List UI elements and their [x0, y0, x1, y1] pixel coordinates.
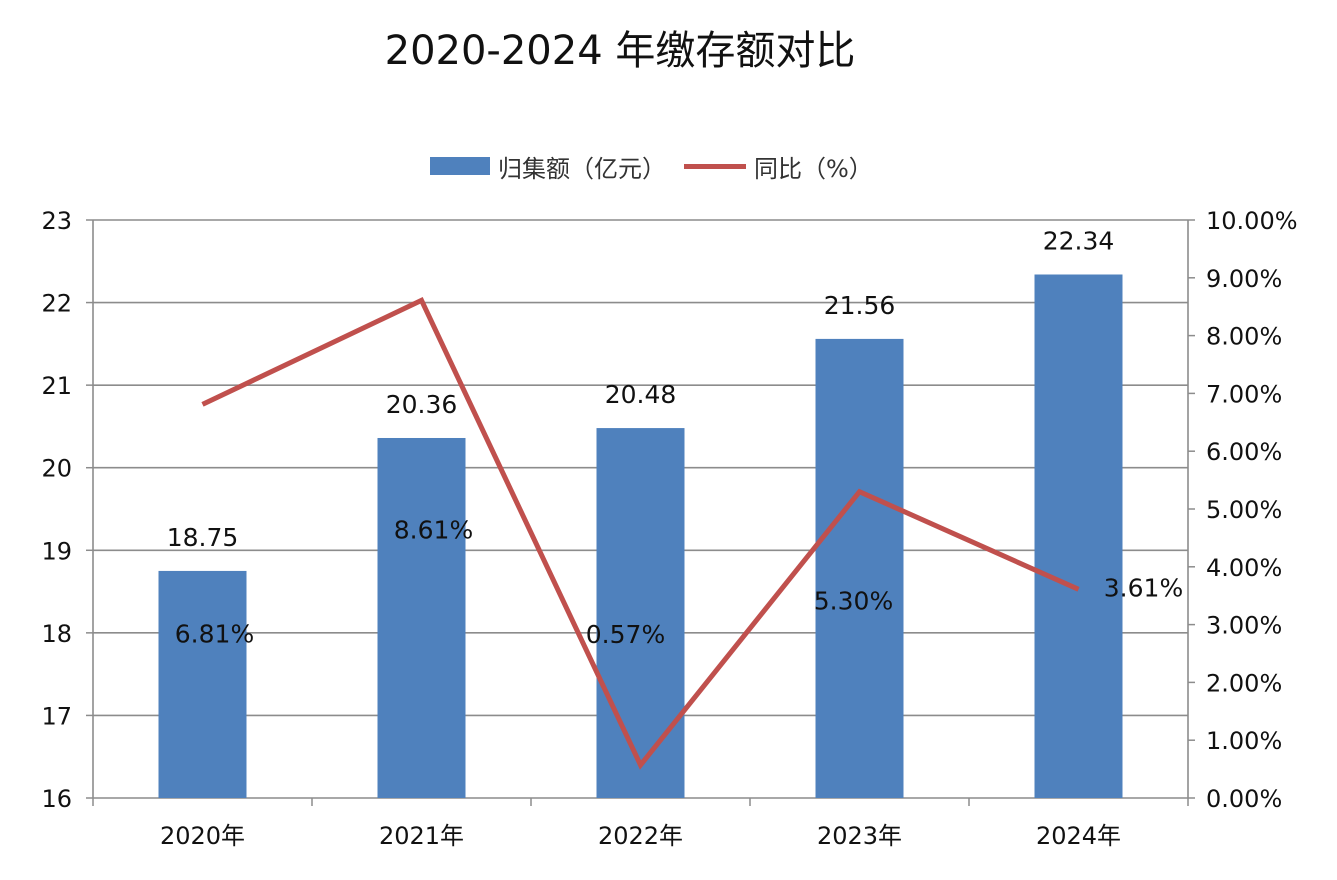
y-left-tick-label: 16: [41, 785, 72, 813]
line-value-label: 0.57%: [586, 620, 665, 649]
y-right-tick-label: 10.00%: [1206, 207, 1298, 235]
y-right-tick-label: 6.00%: [1206, 438, 1282, 466]
line-value-label: 5.30%: [814, 587, 893, 616]
y-right-tick-label: 1.00%: [1206, 727, 1282, 755]
y-left-tick-label: 21: [41, 372, 72, 400]
bar: [377, 437, 466, 798]
y-right-tick-label: 8.00%: [1206, 323, 1282, 351]
x-tick-label: 2021年: [379, 822, 464, 850]
legend: 归集额（亿元） 同比（%）: [430, 148, 891, 184]
legend-swatch-bar: [430, 157, 490, 175]
x-tick-label: 2022年: [598, 822, 683, 850]
y-right-tick-label: 4.00%: [1206, 554, 1282, 582]
y-left-tick-label: 18: [41, 620, 72, 648]
bar: [158, 570, 247, 798]
y-right-tick-label: 0.00%: [1206, 785, 1282, 813]
bar-value-label: 18.75: [167, 523, 239, 552]
bar-value-label: 20.48: [605, 380, 677, 409]
line-value-label: 3.61%: [1104, 573, 1183, 602]
y-left-tick-label: 17: [41, 702, 72, 730]
x-tick-label: 2024年: [1036, 822, 1121, 850]
y-right-tick-label: 5.00%: [1206, 496, 1282, 524]
x-tick-label: 2023年: [817, 822, 902, 850]
y-left-tick-label: 19: [41, 537, 72, 565]
y-right-tick-label: 9.00%: [1206, 265, 1282, 293]
bar: [1034, 274, 1123, 798]
bar: [596, 428, 685, 798]
legend-label-bar: 归集额（亿元）: [498, 154, 666, 183]
bar-value-label: 20.36: [386, 390, 458, 419]
legend-item-line: 同比（%）: [684, 149, 873, 184]
bar: [815, 338, 904, 798]
bar-value-label: 21.56: [824, 291, 896, 320]
line-value-label: 6.81%: [175, 619, 254, 648]
legend-swatch-line: [684, 163, 746, 169]
legend-item-bar: 归集额（亿元）: [430, 149, 666, 184]
line-value-label: 8.61%: [394, 515, 473, 544]
y-left-tick-label: 22: [41, 290, 72, 318]
chart-title: 2020-2024 年缴存额对比: [384, 28, 856, 74]
x-tick-label: 2020年: [160, 822, 245, 850]
y-right-tick-label: 7.00%: [1206, 380, 1282, 408]
legend-label-line: 同比（%）: [754, 154, 873, 183]
y-left-tick-label: 23: [41, 207, 72, 235]
line-series: [201, 297, 1080, 770]
y-left-tick-label: 20: [41, 455, 72, 483]
bar-value-label: 22.34: [1043, 226, 1115, 255]
y-right-tick-label: 2.00%: [1206, 669, 1282, 697]
y-right-tick-label: 3.00%: [1206, 612, 1282, 640]
